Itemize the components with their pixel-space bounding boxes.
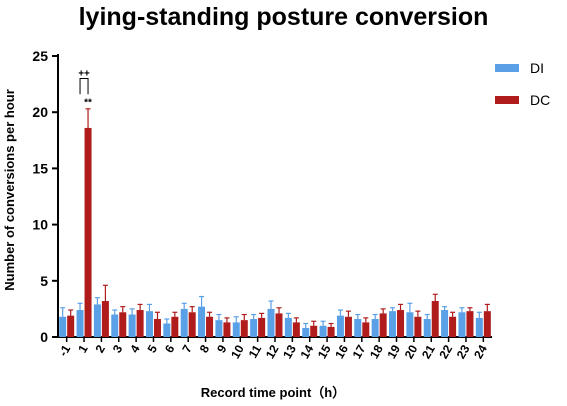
chart-title: lying-standing posture conversion [78, 3, 489, 31]
bar-di [319, 325, 327, 337]
y-tick-label: 10 [32, 217, 48, 233]
x-tick-label: 9 [214, 342, 230, 355]
bar-dc [344, 316, 352, 337]
x-tick-label: 4 [127, 342, 143, 355]
bar-di [371, 319, 379, 337]
bar-dc [292, 322, 300, 337]
y-axis-label: Number of conversions per hour [2, 89, 17, 291]
significance-marker: ++ [78, 68, 90, 79]
y-tick-label: 20 [32, 104, 48, 120]
bar-dc [206, 316, 214, 337]
bar-di [250, 319, 258, 337]
bar-dc [223, 322, 231, 337]
bar-di [302, 328, 310, 337]
bar-di [267, 308, 275, 337]
bar-di [284, 317, 292, 337]
x-tick-label: 15 [315, 342, 334, 361]
bar-di [423, 319, 431, 337]
bar-dc [188, 312, 196, 337]
bar-di [163, 323, 171, 337]
x-tick-label: 20 [402, 342, 421, 361]
chart-legend: DI DC [495, 60, 550, 108]
bar-di [336, 315, 344, 337]
bar-di [389, 311, 397, 337]
bar-dc [431, 301, 439, 337]
x-tick-label: 11 [246, 342, 265, 360]
x-tick-label: 3 [110, 342, 126, 355]
bar-dc [171, 316, 179, 337]
bar-dc [275, 313, 283, 337]
bar-di [93, 304, 101, 337]
y-tick-label: 0 [40, 329, 48, 345]
legend-swatch-di [495, 64, 519, 72]
bar-dc [136, 310, 144, 337]
y-tick-label: 5 [40, 273, 48, 289]
bar-dc [84, 127, 92, 337]
significance-bracket [79, 77, 89, 95]
x-tick-label: 16 [332, 342, 351, 361]
bar-dc [466, 311, 474, 337]
x-tick-label: 18 [367, 342, 386, 361]
chart-bars [59, 108, 491, 337]
bar-dc [327, 326, 335, 337]
x-tick-label: 17 [350, 342, 369, 361]
bar-dc [483, 311, 491, 337]
y-axis-ticks: 0 5 10 15 20 25 [32, 48, 58, 345]
x-tick-label: 14 [298, 342, 317, 361]
x-tick-label: 8 [197, 342, 213, 355]
x-tick-label: 7 [179, 342, 195, 355]
x-tick-label: 5 [145, 342, 161, 355]
legend-swatch-dc [495, 96, 519, 104]
x-tick-label: 1 [75, 342, 91, 355]
x-tick-label: -1 [56, 342, 74, 359]
bar-dc [397, 310, 405, 337]
x-tick-label: 23 [454, 342, 473, 361]
x-tick-label: 10 [228, 342, 247, 361]
x-tick-label: 24 [471, 342, 490, 361]
bar-di [215, 320, 223, 337]
bar-dc [119, 312, 127, 337]
bar-di [458, 312, 466, 337]
bar-di [406, 312, 414, 337]
y-tick-label: 15 [32, 160, 48, 176]
x-tick-label: 12 [263, 342, 282, 361]
x-axis-label: Record time point（h） [201, 385, 345, 400]
bar-dc [67, 315, 75, 337]
bar-dc [414, 316, 422, 337]
chart-axes [57, 54, 492, 338]
legend-label-dc: DC [530, 92, 550, 108]
x-tick-label: 22 [436, 342, 455, 361]
bar-dc [101, 301, 109, 337]
significance-marker: ** [84, 97, 92, 108]
bar-dc [310, 325, 318, 337]
y-tick-label: 25 [32, 48, 48, 64]
bar-dc [362, 322, 370, 337]
bar-di [232, 322, 240, 337]
bar-di [145, 311, 153, 337]
chart-annotations: ** ++ [78, 68, 92, 108]
bar-di [76, 310, 84, 337]
x-tick-label: 19 [384, 342, 403, 361]
bar-di [441, 310, 449, 337]
x-tick-label: 21 [419, 342, 438, 361]
bar-di [180, 308, 188, 337]
x-axis-ticks: -1 1 2 3 4 5 6 7 8 910111213141516171819202122232… [56, 337, 490, 361]
bar-dc [240, 320, 248, 337]
x-tick-label: 13 [280, 342, 299, 361]
bar-di [59, 316, 67, 337]
x-tick-label: 6 [162, 342, 178, 355]
legend-label-di: DI [530, 60, 544, 76]
x-tick-label: 2 [93, 342, 109, 355]
bar-di [128, 314, 136, 337]
bar-di [111, 314, 119, 337]
bar-di [198, 306, 206, 337]
bar-di [475, 317, 483, 337]
bar-dc [379, 313, 387, 337]
bar-dc [449, 316, 457, 337]
bar-di [354, 319, 362, 337]
bar-dc [258, 317, 266, 337]
bar-dc [153, 319, 161, 337]
